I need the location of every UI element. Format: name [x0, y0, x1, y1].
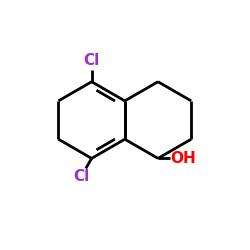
Text: OH: OH [170, 151, 196, 166]
Text: Cl: Cl [73, 169, 89, 184]
Text: Cl: Cl [84, 53, 100, 68]
